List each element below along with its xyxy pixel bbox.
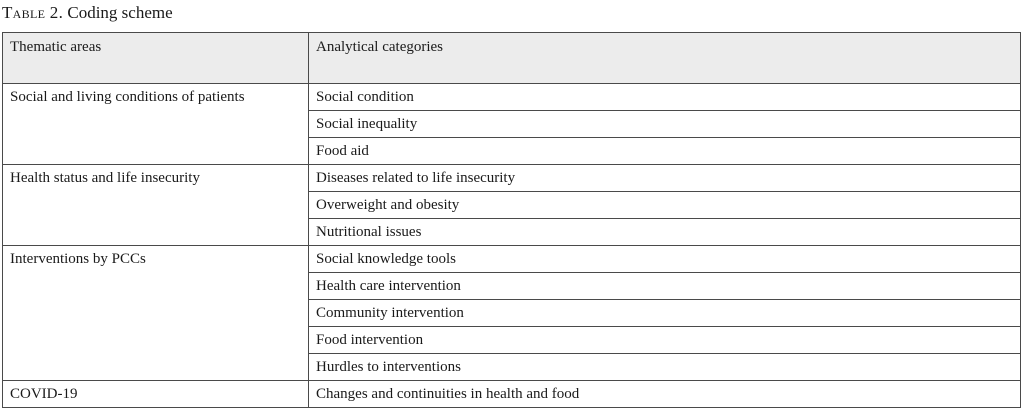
- category-cell: Social condition: [308, 83, 1021, 111]
- category-cell: Overweight and obesity: [308, 191, 1021, 219]
- thematic-area-cell: Interventions by PCCs: [2, 245, 309, 381]
- category-cell: Health care intervention: [308, 272, 1021, 300]
- table-row: COVID-19 Changes and continuities in hea…: [2, 380, 1021, 408]
- coding-scheme-table: Thematic areas Analytical categories Soc…: [2, 32, 1021, 408]
- table-row: Hurdles to interventions: [3, 353, 1021, 381]
- table-number: Table 2.: [2, 3, 64, 22]
- table-row: Social inequality: [3, 110, 1021, 138]
- table-body: Social and living conditions of patients…: [2, 83, 1021, 408]
- table-row: Social and living conditions of patients…: [2, 83, 1021, 165]
- table-row: Interventions by PCCs Social knowledge t…: [2, 245, 1021, 381]
- header-analytical-categories: Analytical categories: [308, 32, 1021, 84]
- category-cell: Social knowledge tools: [308, 245, 1021, 273]
- table-caption: Table 2. Coding scheme: [2, 1, 173, 25]
- header-thematic-areas: Thematic areas: [2, 32, 309, 84]
- table-title: Coding scheme: [67, 3, 173, 22]
- table-row: Health status and life insecurity Diseas…: [2, 164, 1021, 246]
- table-header: Thematic areas Analytical categories: [2, 32, 1021, 84]
- category-cell: Food intervention: [308, 326, 1021, 354]
- table-row: Food aid: [3, 137, 1021, 165]
- table-row: Food intervention: [3, 326, 1021, 354]
- header-row: Thematic areas Analytical categories: [2, 32, 1021, 84]
- category-cell: Changes and continuities in health and f…: [308, 380, 1021, 408]
- thematic-area-cell: COVID-19: [2, 380, 309, 408]
- category-cell: Food aid: [308, 137, 1021, 165]
- thematic-area-cell: Social and living conditions of patients: [2, 83, 309, 165]
- table-row: Community intervention: [3, 299, 1021, 327]
- category-cell: Social inequality: [308, 110, 1021, 138]
- category-cell: Community intervention: [308, 299, 1021, 327]
- table-row: Nutritional issues: [3, 218, 1021, 246]
- category-cell: Nutritional issues: [308, 218, 1021, 246]
- thematic-area-cell: Health status and life insecurity: [2, 164, 309, 246]
- category-cell: Hurdles to interventions: [308, 353, 1021, 381]
- category-cell: Diseases related to life insecurity: [308, 164, 1021, 192]
